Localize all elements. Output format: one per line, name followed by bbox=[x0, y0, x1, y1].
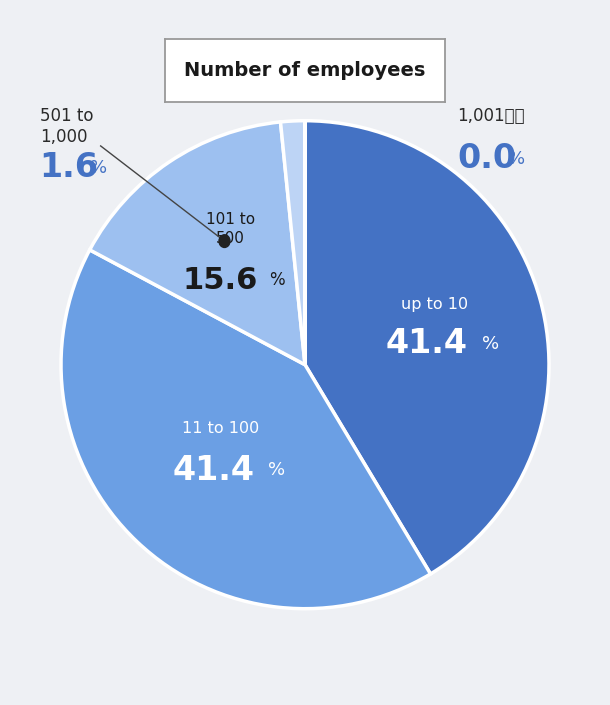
Wedge shape bbox=[90, 122, 305, 364]
Text: %: % bbox=[482, 334, 499, 352]
Text: 41.4: 41.4 bbox=[386, 327, 468, 360]
Text: %: % bbox=[269, 271, 284, 289]
Text: Number of employees: Number of employees bbox=[184, 61, 426, 80]
Text: 41.4: 41.4 bbox=[173, 454, 254, 486]
Wedge shape bbox=[281, 121, 305, 364]
Text: %: % bbox=[268, 461, 285, 479]
Text: 501 to: 501 to bbox=[40, 107, 93, 125]
Text: 0.0: 0.0 bbox=[458, 142, 517, 175]
Wedge shape bbox=[305, 121, 549, 574]
Text: 15.6: 15.6 bbox=[183, 266, 258, 295]
Text: %: % bbox=[508, 149, 525, 168]
Text: 1.6: 1.6 bbox=[40, 152, 99, 184]
Text: 1,001人～: 1,001人～ bbox=[458, 107, 525, 125]
Text: 11 to 100: 11 to 100 bbox=[182, 421, 260, 436]
Text: 1,000: 1,000 bbox=[40, 128, 87, 147]
Text: %: % bbox=[90, 159, 107, 177]
Text: up to 10: up to 10 bbox=[401, 297, 468, 312]
Wedge shape bbox=[61, 250, 431, 608]
Text: 101 to
500: 101 to 500 bbox=[206, 212, 255, 245]
